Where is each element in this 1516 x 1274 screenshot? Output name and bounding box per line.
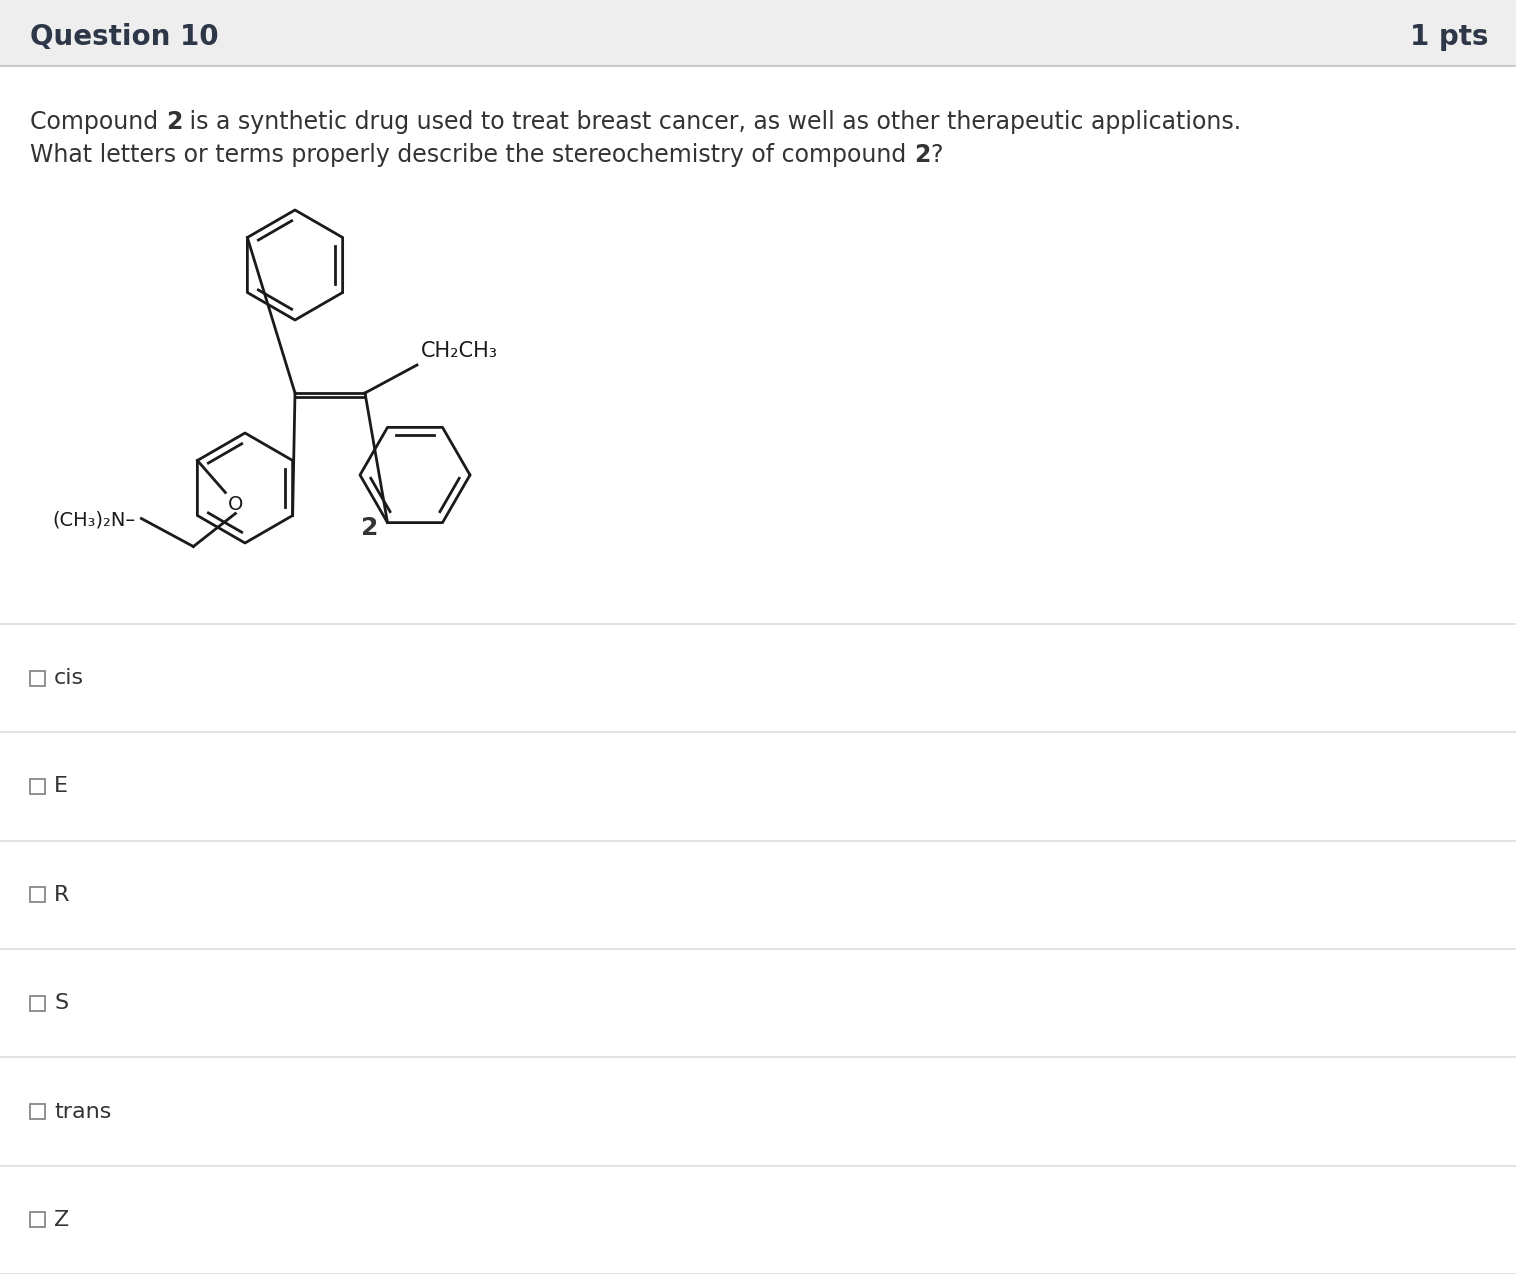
Text: ?: ? xyxy=(931,143,943,167)
Text: 1 pts: 1 pts xyxy=(1410,23,1489,51)
Text: 2: 2 xyxy=(361,516,379,540)
Text: E: E xyxy=(55,776,68,796)
Text: CH₂CH₃: CH₂CH₃ xyxy=(421,341,497,361)
Text: 2: 2 xyxy=(165,110,182,134)
Text: cis: cis xyxy=(55,668,83,688)
FancyBboxPatch shape xyxy=(30,670,45,685)
Text: 2: 2 xyxy=(914,143,931,167)
Text: O: O xyxy=(227,496,243,513)
FancyBboxPatch shape xyxy=(0,0,1516,66)
Text: Question 10: Question 10 xyxy=(30,23,218,51)
Text: S: S xyxy=(55,994,68,1013)
FancyBboxPatch shape xyxy=(30,887,45,902)
FancyBboxPatch shape xyxy=(30,1213,45,1227)
FancyBboxPatch shape xyxy=(30,778,45,794)
Text: trans: trans xyxy=(55,1102,111,1121)
Text: is a synthetic drug used to treat breast cancer, as well as other therapeutic ap: is a synthetic drug used to treat breast… xyxy=(182,110,1242,134)
Text: Compound: Compound xyxy=(30,110,165,134)
FancyBboxPatch shape xyxy=(30,1105,45,1119)
Text: (CH₃)₂N–: (CH₃)₂N– xyxy=(52,511,135,530)
Text: R: R xyxy=(55,885,70,905)
FancyBboxPatch shape xyxy=(30,996,45,1010)
Text: What letters or terms properly describe the stereochemistry of compound: What letters or terms properly describe … xyxy=(30,143,914,167)
Text: Z: Z xyxy=(55,1210,70,1229)
